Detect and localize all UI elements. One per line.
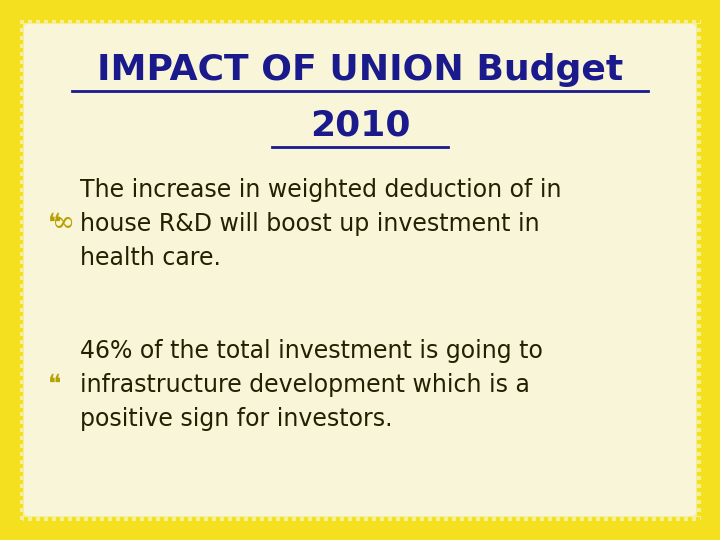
Text: 46% of the total investment is going to
infrastructure development which is a
po: 46% of the total investment is going to … <box>80 339 543 431</box>
Text: IMPACT OF UNION Budget: IMPACT OF UNION Budget <box>97 53 623 87</box>
FancyBboxPatch shape <box>24 24 696 516</box>
Text: 2010: 2010 <box>310 108 410 142</box>
Text: The increase in weighted deduction of in
house R&D will boost up investment in
h: The increase in weighted deduction of in… <box>80 178 562 271</box>
Text: ❝: ❝ <box>48 212 61 236</box>
Text: ❝: ❝ <box>48 373 61 397</box>
Text: ∞: ∞ <box>52 211 75 238</box>
